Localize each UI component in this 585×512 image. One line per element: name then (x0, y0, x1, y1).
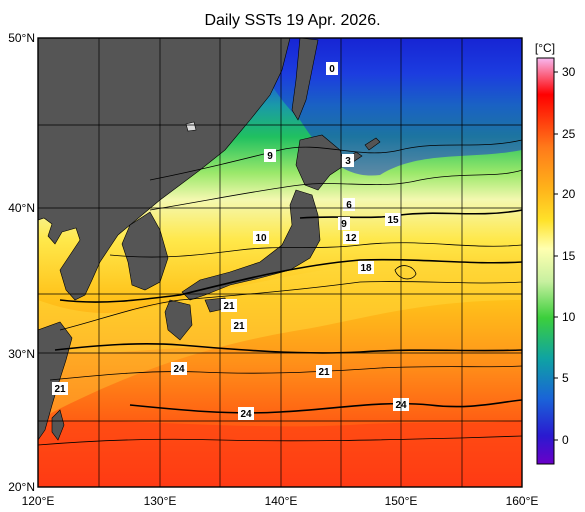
colorbar-tick: 15 (562, 249, 576, 263)
colorbar-tick: 25 (562, 127, 576, 141)
svg-text:21: 21 (233, 321, 245, 332)
svg-text:10: 10 (255, 233, 267, 244)
contour-label: 3 (342, 154, 354, 167)
contour-label: 21 (221, 299, 237, 312)
contour-label: 6 (343, 198, 355, 211)
svg-text:9: 9 (267, 151, 273, 162)
colorbar-tick: 0 (562, 433, 569, 447)
colorbar: [°C] 30 25 20 15 10 5 0 (535, 41, 576, 465)
svg-text:18: 18 (360, 263, 372, 274)
map-title: Daily SSTs 19 Apr. 2026. (204, 12, 381, 29)
contour-label: 15 (385, 213, 401, 226)
colorbar-tick: 20 (562, 187, 576, 201)
lat-label: 20°N (8, 480, 35, 494)
svg-text:9: 9 (341, 219, 347, 230)
contour-label: 21 (52, 382, 68, 395)
contour-label: 9 (264, 149, 276, 162)
svg-text:21: 21 (318, 367, 330, 378)
colorbar-ramp (536, 57, 555, 465)
contour-label: 24 (171, 362, 187, 375)
contour-label: 18 (358, 261, 374, 274)
lon-label: 160°E (506, 494, 539, 508)
lon-axis: 120°E 130°E 140°E 150°E 160°E (22, 494, 539, 508)
lat-axis: 50°N 40°N 30°N 20°N (8, 31, 35, 494)
map-frame (37, 37, 523, 488)
contour-label: 12 (343, 231, 359, 244)
contour-label: 0 (326, 62, 338, 75)
colorbar-unit: [°C] (535, 41, 555, 55)
svg-text:24: 24 (173, 364, 185, 375)
svg-text:21: 21 (223, 301, 235, 312)
lat-label: 50°N (8, 31, 35, 45)
lon-label: 120°E (22, 494, 55, 508)
contour-label: 24 (238, 407, 254, 420)
svg-text:15: 15 (387, 215, 399, 226)
lat-label: 30°N (8, 347, 35, 361)
svg-text:3: 3 (345, 156, 351, 167)
lon-label: 140°E (265, 494, 298, 508)
contour-label: 10 (253, 231, 269, 244)
svg-text:0: 0 (329, 64, 335, 75)
land-mass (38, 38, 381, 441)
lat-label: 40°N (8, 201, 35, 215)
contour-label: 21 (316, 365, 332, 378)
graticule (38, 38, 522, 487)
contour-label: 9 (338, 217, 350, 230)
colorbar-tick: 10 (562, 310, 576, 324)
contour-label: 21 (231, 319, 247, 332)
colorbar-tick: 5 (562, 371, 569, 385)
lon-label: 150°E (385, 494, 418, 508)
colorbar-tick: 30 (562, 65, 576, 79)
svg-text:21: 21 (54, 384, 66, 395)
contour-lines (38, 139, 522, 446)
svg-text:24: 24 (240, 409, 252, 420)
lon-label: 130°E (144, 494, 177, 508)
svg-text:12: 12 (345, 233, 357, 244)
svg-text:6: 6 (346, 200, 352, 211)
